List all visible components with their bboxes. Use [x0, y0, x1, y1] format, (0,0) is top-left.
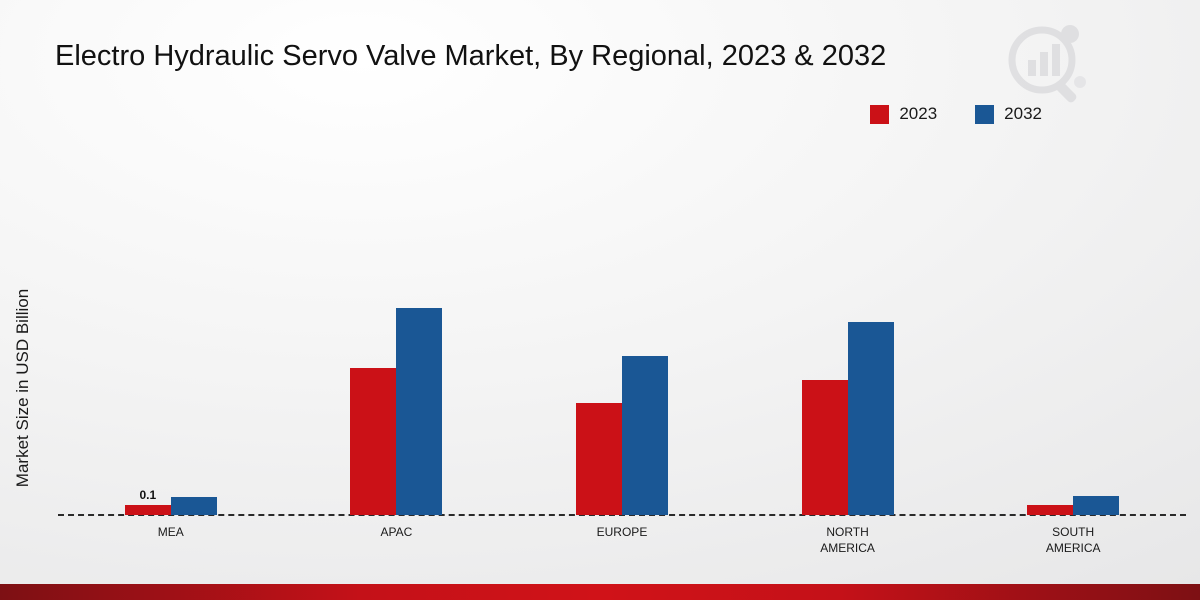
legend-swatch-2032 — [975, 104, 995, 124]
x-axis-category-label: NORTH AMERICA — [820, 525, 875, 556]
bar-2032 — [170, 497, 217, 515]
legend: 2023 2032 — [870, 104, 1042, 124]
bar-value-label: 0.1 — [139, 488, 157, 502]
bar-pair: 0.1 — [124, 140, 217, 515]
legend-item-2032: 2032 — [975, 104, 1042, 124]
chart-title: Electro Hydraulic Servo Valve Market, By… — [55, 40, 887, 72]
bar-2023 — [575, 403, 622, 515]
bar-group: SOUTH AMERICA — [960, 140, 1186, 555]
bar-pair — [350, 140, 443, 515]
legend-swatch-2023 — [870, 104, 890, 124]
bar-group: APAC — [284, 140, 510, 539]
x-axis-category-label: SOUTH AMERICA — [1045, 525, 1101, 556]
bar-2023 — [350, 368, 397, 515]
y-axis-label: Market Size in USD Billion — [13, 288, 32, 488]
x-axis-category-label: MEA — [157, 525, 184, 539]
bar-2032 — [1073, 496, 1120, 515]
bar-2032 — [621, 356, 668, 515]
legend-label: 2032 — [1004, 104, 1042, 123]
bar-2032 — [847, 322, 894, 515]
bar-group: 0.1 MEA — [58, 140, 284, 539]
x-axis-category-label: EUROPE — [596, 525, 648, 539]
legend-label: 2023 — [899, 104, 938, 123]
bar-pair — [575, 140, 668, 515]
bar-2023 — [801, 380, 848, 515]
bar-2023: 0.1 — [124, 488, 171, 515]
bar-pair — [1027, 140, 1120, 515]
bar-group: EUROPE — [509, 140, 735, 539]
footer-bar — [0, 584, 1200, 600]
watermark-logo-icon — [1008, 25, 1086, 103]
bar-group: NORTH AMERICA — [735, 140, 961, 555]
bar-2023 — [1027, 505, 1074, 515]
x-axis-category-label: APAC — [380, 525, 413, 539]
plot-area: 0.1 MEA APAC EUROPE NORTH AMERICA SOUTH AMERI… — [58, 140, 1186, 555]
bar-pair — [801, 140, 894, 515]
x-axis-line — [58, 514, 1186, 516]
bar-2032 — [396, 308, 443, 515]
legend-item-2023: 2023 — [870, 104, 937, 124]
